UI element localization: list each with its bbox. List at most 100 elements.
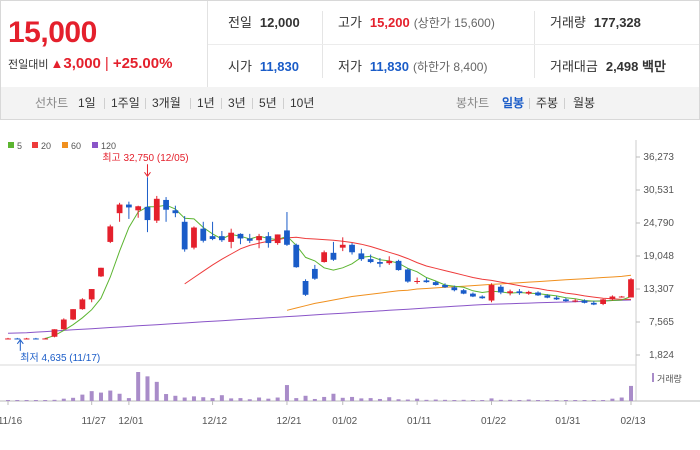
ma5-line xyxy=(45,204,632,339)
tab-weekly[interactable]: 주봉 xyxy=(536,96,559,110)
volume-bar xyxy=(80,394,85,401)
candle-body xyxy=(330,252,337,260)
volume-bar xyxy=(136,372,141,401)
candle-body xyxy=(553,297,560,300)
candle-body xyxy=(107,226,114,242)
candle-body xyxy=(339,244,346,248)
volume-bar xyxy=(582,400,587,401)
low-annotation: 최저 4,635 (11/17) xyxy=(20,352,100,364)
candle-body xyxy=(414,280,421,282)
candle-body xyxy=(191,227,197,248)
tab-5y[interactable]: 5년 xyxy=(259,96,277,110)
candle-body xyxy=(404,269,411,282)
candle-body xyxy=(609,296,616,300)
candle-body xyxy=(116,204,123,214)
volume-bar xyxy=(117,393,122,401)
divider xyxy=(104,98,105,109)
volume-bar xyxy=(359,398,364,401)
x-tick-label: 12/12 xyxy=(202,416,227,427)
volume-bar xyxy=(573,400,578,401)
candle-body xyxy=(51,329,58,337)
volume-bar xyxy=(89,391,94,401)
candle-body xyxy=(237,233,244,239)
volume-bar xyxy=(247,399,252,401)
candle-body xyxy=(507,291,514,294)
candlestick-chart: 36,273 30,531 24,790 19,048 13,307 7,565 1,824… xyxy=(0,140,700,427)
candle-body xyxy=(525,291,532,294)
y-tick-label: 24,790 xyxy=(643,218,674,229)
candle-body xyxy=(535,292,541,296)
divider xyxy=(208,44,699,45)
candle-body xyxy=(590,302,597,305)
candle-body xyxy=(544,295,551,298)
candle-body xyxy=(98,267,104,277)
change-amount: 3,000 xyxy=(63,55,101,72)
y-tick-label: 30,531 xyxy=(643,185,674,196)
volume-bar xyxy=(210,398,215,401)
y-tick-label: 19,048 xyxy=(643,251,674,262)
volume-bar xyxy=(164,394,169,401)
candle-body xyxy=(5,338,11,340)
candle-body xyxy=(125,204,132,208)
candle-body xyxy=(144,206,151,221)
candle-body xyxy=(311,268,318,279)
x-tick-label: 01/11 xyxy=(407,416,432,427)
tab-3m[interactable]: 3개월 xyxy=(152,96,181,110)
candle-body xyxy=(135,206,142,211)
candle-body xyxy=(246,238,253,241)
volume-bar xyxy=(24,400,29,401)
candle-body xyxy=(377,262,383,264)
candle-body xyxy=(423,280,430,283)
candle-body xyxy=(293,244,300,268)
x-tick-label: 11/16 xyxy=(0,416,23,427)
volume-bar xyxy=(33,400,38,401)
tab-1y[interactable]: 1년 xyxy=(197,96,215,110)
volume-bar xyxy=(377,398,382,401)
volume-bar xyxy=(331,393,336,401)
candle-body xyxy=(479,296,486,299)
volume-bar xyxy=(322,396,327,401)
tab-10y[interactable]: 10년 xyxy=(290,96,315,110)
candle-body xyxy=(181,221,188,250)
candle-body xyxy=(256,236,262,241)
candle-body xyxy=(321,252,328,263)
candle-body xyxy=(200,228,207,241)
tab-1d[interactable]: 1일 xyxy=(78,96,96,110)
change-separator: | xyxy=(104,55,109,72)
tab-daily[interactable]: 일봉 xyxy=(502,96,525,110)
change-label: 전일대비 xyxy=(8,59,49,71)
volume-bar xyxy=(350,396,355,401)
tab-3y[interactable]: 3년 xyxy=(228,96,246,110)
y-tick-label: 7,565 xyxy=(649,317,674,328)
change-percent: +25.00% xyxy=(112,55,173,72)
tab-monthly[interactable]: 월봉 xyxy=(573,96,596,110)
candle-body xyxy=(302,280,309,295)
volume-bar xyxy=(257,397,262,401)
volume-bar xyxy=(480,400,485,401)
volume-bar xyxy=(563,400,568,401)
candle-body xyxy=(497,286,504,293)
x-tick-label: 11/27 xyxy=(82,416,107,427)
y-tick-label: 36,273 xyxy=(643,152,674,163)
volume-bar xyxy=(303,395,308,401)
tab-1w[interactable]: 1주일 xyxy=(111,96,140,110)
price-chart: 36,273 30,531 24,790 19,048 13,307 7,565 1,824… xyxy=(0,120,700,450)
candle-body xyxy=(209,236,216,240)
candle-body xyxy=(88,289,95,300)
volume-bar xyxy=(591,400,596,401)
volume-bar xyxy=(489,398,494,401)
volume-bar xyxy=(15,400,20,401)
candle-body xyxy=(265,236,272,244)
current-price: 15,000 xyxy=(8,16,97,49)
candle-body xyxy=(386,260,393,264)
legend-swatch xyxy=(62,142,68,148)
quote-grid: 전일 12,000 고가 15,200 (상한가 15,600) 거래량 177,328… xyxy=(208,1,699,88)
ma120-line xyxy=(7,299,632,334)
volume-legend-label: 거래량 xyxy=(657,373,682,384)
open-price: 시가 11,830 xyxy=(228,59,299,74)
divider xyxy=(145,98,146,109)
divider xyxy=(564,98,565,109)
candle-body xyxy=(228,232,235,242)
divider xyxy=(190,98,191,109)
